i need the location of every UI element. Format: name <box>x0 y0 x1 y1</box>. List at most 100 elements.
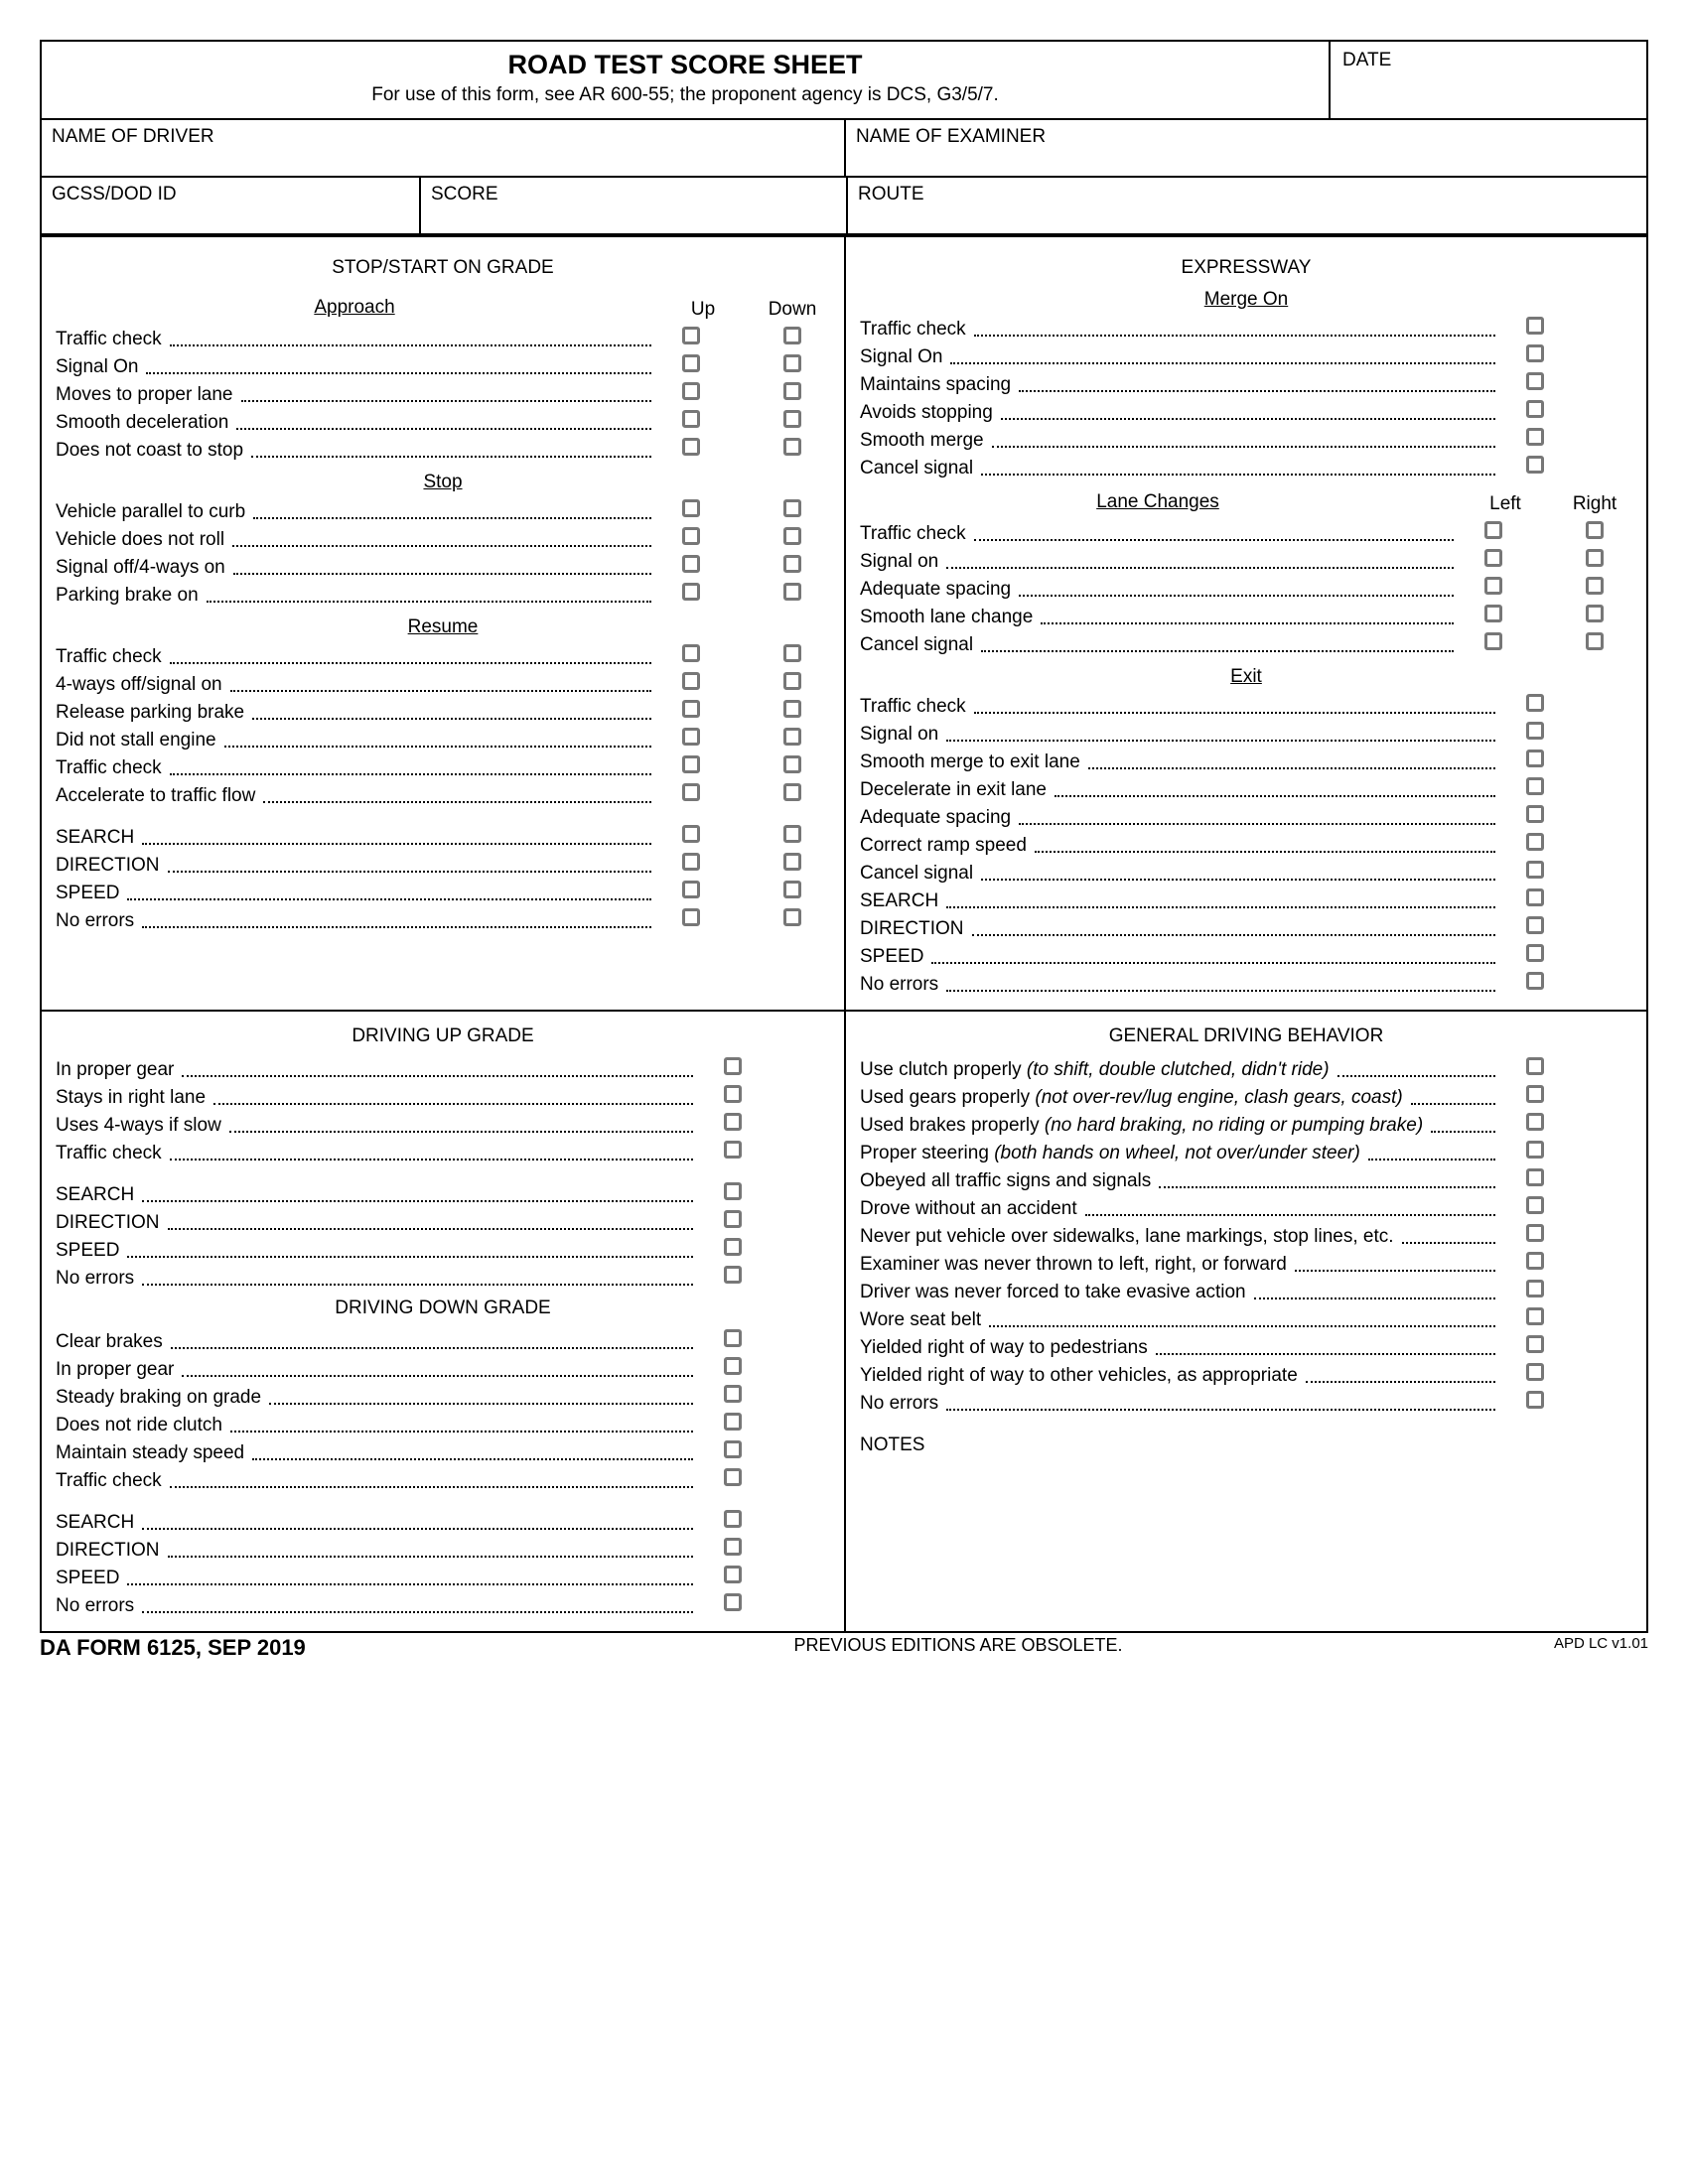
checkbox[interactable] <box>724 1266 742 1284</box>
checkbox[interactable] <box>1526 1252 1544 1270</box>
checkbox[interactable] <box>1526 1307 1544 1325</box>
checkbox[interactable] <box>682 410 700 428</box>
checkbox[interactable] <box>1526 833 1544 851</box>
checkbox[interactable] <box>724 1357 742 1375</box>
checkbox[interactable] <box>783 354 801 372</box>
checkbox[interactable] <box>783 527 801 545</box>
checkbox[interactable] <box>1526 916 1544 934</box>
checkbox[interactable] <box>1526 944 1544 962</box>
checkbox[interactable] <box>1526 972 1544 990</box>
checkbox[interactable] <box>682 908 700 926</box>
checkbox[interactable] <box>1484 521 1502 539</box>
checkbox[interactable] <box>724 1238 742 1256</box>
checkbox[interactable] <box>682 881 700 898</box>
checkbox[interactable] <box>1526 694 1544 712</box>
checkbox[interactable] <box>1484 632 1502 650</box>
checkbox[interactable] <box>1526 344 1544 362</box>
checkbox[interactable] <box>1526 400 1544 418</box>
checkbox[interactable] <box>1586 521 1604 539</box>
checkbox[interactable] <box>682 728 700 746</box>
checkbox[interactable] <box>1526 1224 1544 1242</box>
checkbox[interactable] <box>724 1085 742 1103</box>
checkbox[interactable] <box>724 1182 742 1200</box>
checkbox[interactable] <box>682 438 700 456</box>
date-cell[interactable]: DATE <box>1329 42 1646 118</box>
checkbox[interactable] <box>783 644 801 662</box>
checkbox[interactable] <box>1484 577 1502 595</box>
checkbox[interactable] <box>1586 577 1604 595</box>
checkbox[interactable] <box>682 644 700 662</box>
checkbox[interactable] <box>783 555 801 573</box>
checkbox[interactable] <box>682 853 700 871</box>
checkbox[interactable] <box>783 783 801 801</box>
checkbox[interactable] <box>1526 1280 1544 1297</box>
checkbox[interactable] <box>1586 605 1604 622</box>
driver-name-cell[interactable]: NAME OF DRIVER <box>42 120 844 176</box>
checkbox[interactable] <box>783 410 801 428</box>
checkbox[interactable] <box>1526 750 1544 767</box>
checkbox[interactable] <box>682 382 700 400</box>
checkbox[interactable] <box>1526 1196 1544 1214</box>
checkbox[interactable] <box>783 583 801 601</box>
checkbox[interactable] <box>1484 549 1502 567</box>
checkbox[interactable] <box>724 1413 742 1431</box>
checkbox[interactable] <box>724 1468 742 1486</box>
examiner-name-cell[interactable]: NAME OF EXAMINER <box>844 120 1646 176</box>
checkbox[interactable] <box>783 382 801 400</box>
checkbox[interactable] <box>724 1440 742 1458</box>
checkbox[interactable] <box>783 853 801 871</box>
checkbox[interactable] <box>1586 549 1604 567</box>
checkbox[interactable] <box>1526 722 1544 740</box>
checkbox[interactable] <box>1526 1141 1544 1159</box>
checkbox[interactable] <box>1526 1113 1544 1131</box>
checkbox[interactable] <box>1526 805 1544 823</box>
checkbox[interactable] <box>724 1141 742 1159</box>
checkbox[interactable] <box>1526 428 1544 446</box>
checkbox[interactable] <box>1526 777 1544 795</box>
score-cell[interactable]: SCORE <box>419 178 846 233</box>
checkbox[interactable] <box>724 1210 742 1228</box>
checkbox[interactable] <box>682 583 700 601</box>
checkbox[interactable] <box>1526 372 1544 390</box>
route-cell[interactable]: ROUTE <box>846 178 1646 233</box>
gcss-cell[interactable]: GCSS/DOD ID <box>42 178 419 233</box>
checkbox[interactable] <box>1586 632 1604 650</box>
checkbox[interactable] <box>783 908 801 926</box>
checkbox[interactable] <box>682 499 700 517</box>
checkbox[interactable] <box>1526 888 1544 906</box>
checkbox[interactable] <box>1526 1363 1544 1381</box>
checkbox[interactable] <box>682 825 700 843</box>
checkbox[interactable] <box>783 700 801 718</box>
checkbox[interactable] <box>783 672 801 690</box>
checkbox[interactable] <box>783 881 801 898</box>
checkbox[interactable] <box>724 1510 742 1528</box>
checkbox[interactable] <box>724 1538 742 1556</box>
checkbox[interactable] <box>682 354 700 372</box>
checkbox[interactable] <box>1526 1085 1544 1103</box>
checkbox[interactable] <box>783 438 801 456</box>
checkbox[interactable] <box>1526 456 1544 474</box>
checkbox[interactable] <box>783 728 801 746</box>
checkbox[interactable] <box>1526 1391 1544 1409</box>
checkbox[interactable] <box>1526 317 1544 335</box>
checkbox[interactable] <box>1526 1057 1544 1075</box>
checkbox[interactable] <box>724 1385 742 1403</box>
checkbox[interactable] <box>682 555 700 573</box>
checkbox[interactable] <box>682 527 700 545</box>
checkbox[interactable] <box>1526 1168 1544 1186</box>
checkbox[interactable] <box>783 499 801 517</box>
checkbox[interactable] <box>724 1593 742 1611</box>
checkbox[interactable] <box>682 783 700 801</box>
checkbox[interactable] <box>783 825 801 843</box>
checkbox[interactable] <box>724 1057 742 1075</box>
checkbox[interactable] <box>724 1566 742 1583</box>
checkbox[interactable] <box>1484 605 1502 622</box>
checkbox[interactable] <box>724 1329 742 1347</box>
checkbox[interactable] <box>724 1113 742 1131</box>
checkbox[interactable] <box>1526 1335 1544 1353</box>
checkbox[interactable] <box>682 700 700 718</box>
checkbox[interactable] <box>682 327 700 344</box>
checkbox[interactable] <box>783 327 801 344</box>
checkbox[interactable] <box>783 755 801 773</box>
checkbox[interactable] <box>682 755 700 773</box>
